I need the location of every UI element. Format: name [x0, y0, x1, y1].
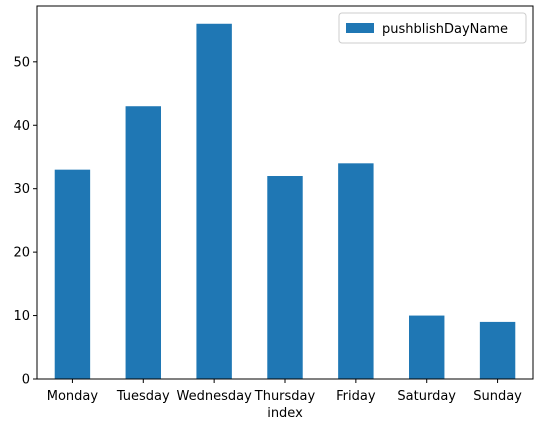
- bar-tuesday: [125, 106, 161, 379]
- x-tick-label-tuesday: Tuesday: [116, 389, 170, 404]
- x-tick-label-wednesday: Wednesday: [177, 389, 253, 404]
- y-tick-label-10: 10: [13, 309, 30, 324]
- bar-friday: [338, 163, 374, 379]
- x-axis-label: index: [267, 406, 303, 421]
- y-tick-label-20: 20: [13, 246, 30, 261]
- legend: pushblishDayName: [338, 12, 527, 44]
- y-tick-label-40: 40: [13, 119, 30, 134]
- x-tick-label-friday: Friday: [336, 389, 376, 404]
- x-ticks: Monday Tuesday Wednesday Thursday Friday Satu…: [47, 379, 522, 404]
- x-tick-label-saturday: Saturday: [397, 389, 456, 404]
- y-tick-label-0: 0: [22, 373, 30, 388]
- bar-thursday: [267, 176, 303, 379]
- plot-frame: [36, 5, 534, 380]
- legend-box: [338, 12, 527, 44]
- bar-wednesday: [196, 23, 232, 380]
- y-tick-label-50: 50: [13, 55, 30, 70]
- x-tick-label-monday: Monday: [47, 389, 99, 404]
- bar-monday: [54, 169, 91, 379]
- y-ticks: 0 10 20 30 40 50: [13, 55, 37, 388]
- legend-label: pushblishDayName: [382, 22, 508, 37]
- bars-group: [54, 23, 516, 380]
- x-tick-label-sunday: Sunday: [473, 389, 522, 404]
- y-tick-label-30: 30: [13, 182, 30, 197]
- legend-swatch: [346, 23, 374, 33]
- x-tick-label-thursday: Thursday: [254, 389, 316, 404]
- bar-saturday: [409, 315, 445, 379]
- bar-sunday: [479, 321, 516, 379]
